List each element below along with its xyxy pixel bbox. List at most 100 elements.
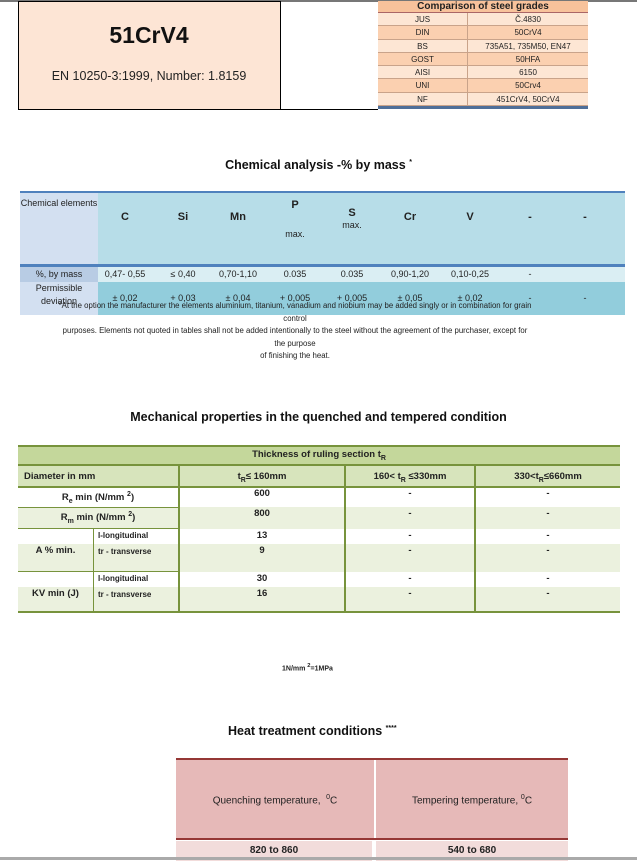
heat-title-text: Heat treatment conditions bbox=[228, 724, 383, 738]
divider bbox=[18, 486, 620, 488]
heat-footnote-mark: **** bbox=[385, 724, 397, 732]
deviation-value: - bbox=[583, 293, 587, 303]
quench-value: 820 to 860 bbox=[249, 845, 299, 856]
divider bbox=[18, 571, 180, 572]
element-note: max. bbox=[285, 229, 305, 239]
temper-value: 540 to 680 bbox=[447, 845, 497, 856]
a-label: A % min. bbox=[35, 545, 76, 556]
deviation-value: ± 0,02 bbox=[457, 293, 483, 303]
range-a: 160< t bbox=[373, 471, 401, 482]
sym: R bbox=[60, 512, 68, 524]
kv-longitudinal-value: - bbox=[408, 573, 412, 584]
divider bbox=[178, 464, 180, 613]
dev-label: Permissible deviation bbox=[35, 283, 83, 306]
kv-longitudinal-value: - bbox=[546, 573, 550, 584]
re-value: - bbox=[408, 488, 412, 499]
longitudinal-label: l-longitudinal bbox=[98, 574, 149, 583]
steel-grade-title: 51CrV4 bbox=[109, 22, 189, 48]
re-value: - bbox=[546, 488, 550, 499]
dev-label-bg bbox=[20, 282, 98, 315]
comparison-row: UNI 50Crv4 bbox=[378, 79, 588, 93]
chemical-title-text: Chemical analysis -% by mass bbox=[225, 158, 406, 172]
rm-label: Rm min (N/mm 2) bbox=[18, 511, 178, 525]
equivalent-grade: 6150 bbox=[519, 68, 537, 78]
thickness-range-header: tR≤ 160mm bbox=[180, 471, 344, 484]
mechanical-title: Mechanical properties in the quenched an… bbox=[130, 410, 507, 424]
unit-c: ) bbox=[130, 492, 135, 504]
element-symbol: C bbox=[121, 211, 129, 223]
quench-value-bg bbox=[176, 841, 372, 861]
diameter-label: Diameter in mm bbox=[24, 471, 96, 482]
unit-note-sup: 2 bbox=[307, 663, 311, 669]
unit-note-a: 1N/mm bbox=[282, 665, 308, 673]
unit-a: min (N/mm bbox=[73, 512, 129, 524]
mass-value: 0,90-1,20 bbox=[390, 269, 430, 279]
footnote-line: *At the option the manufacturer the elem… bbox=[58, 301, 532, 310]
re-row-bg bbox=[18, 488, 620, 507]
a-longitudinal-value: - bbox=[546, 530, 550, 541]
diameter-row-bg bbox=[18, 466, 620, 486]
range-b: ≤330mm bbox=[405, 471, 447, 482]
comparison-row: AISI 6150 bbox=[378, 66, 588, 80]
equivalent-grade: Č.4830 bbox=[515, 15, 541, 24]
mass-value: ≤ 0,40 bbox=[170, 269, 196, 279]
equivalent-grade: 50Crv4 bbox=[515, 81, 541, 91]
element-symbol: Mn bbox=[230, 211, 246, 223]
standard-name: GOST bbox=[378, 52, 468, 66]
top-border bbox=[0, 0, 637, 2]
footnote-line: purposes. Elements not quoted in tables … bbox=[62, 326, 528, 335]
chemical-title: Chemical analysis -% by mass * bbox=[0, 158, 637, 172]
kv-label: KV min (J) bbox=[32, 588, 79, 599]
rm-value: - bbox=[408, 508, 412, 519]
kv-transverse-value: 16 bbox=[256, 588, 268, 599]
range-b: ≤ 160mm bbox=[245, 471, 287, 482]
temper-header-bg bbox=[376, 760, 568, 838]
temper-header: Tempering temperature, 0C bbox=[376, 794, 568, 806]
element-note: max. bbox=[342, 220, 362, 230]
deviation-value: + 0,005 bbox=[336, 293, 368, 303]
mass-label: %, by mass bbox=[35, 269, 83, 279]
grade-header-box bbox=[18, 1, 280, 110]
divider bbox=[18, 528, 180, 529]
equivalent-grade: 50CrV4 bbox=[514, 28, 542, 38]
element-symbol: - bbox=[528, 211, 532, 223]
mass-value: 0.035 bbox=[283, 269, 307, 279]
element-symbol: Si bbox=[177, 211, 189, 223]
range-sub: R bbox=[400, 476, 406, 484]
mass-value: 0,47- 0,55 bbox=[104, 269, 146, 279]
comparison-title: Comparison of steel grades bbox=[378, 1, 588, 13]
standard-name: JUS bbox=[378, 13, 468, 26]
divider bbox=[176, 838, 568, 840]
equivalent-grade: 50HFA bbox=[515, 54, 541, 64]
heat-title: Heat treatment conditions **** bbox=[228, 724, 397, 738]
thickness-range-header: 330<tR≤660mm bbox=[476, 471, 620, 484]
comparison-row: NF 451CrV4, 50CrV4 bbox=[378, 92, 588, 107]
comparison-row: JUS Č.4830 bbox=[378, 13, 588, 27]
transverse-label: tr - transverse bbox=[98, 547, 152, 556]
comparison-row: GOST 50HFA bbox=[378, 52, 588, 67]
range-a: 330<t bbox=[514, 471, 539, 482]
quench-header: Quenching temperature, 0C bbox=[176, 794, 374, 806]
header-spacer-box bbox=[280, 1, 378, 110]
chemical-table: Chemical elements %, by mass Permissible… bbox=[20, 191, 625, 315]
thickness-header-bg bbox=[18, 447, 620, 464]
element-symbol: P bbox=[291, 199, 299, 211]
mass-value: 0,70-1,10 bbox=[218, 269, 258, 279]
temper-value-bg bbox=[376, 841, 568, 861]
range-sub: R bbox=[538, 476, 544, 484]
standard-name: DIN bbox=[378, 26, 468, 39]
element-symbol: Cr bbox=[403, 211, 417, 223]
mechanical-table: Thickness of ruling section tR Diameter … bbox=[18, 445, 620, 613]
deviation-value: + 0,03 bbox=[170, 293, 196, 303]
comparison-row: DIN 50CrV4 bbox=[378, 26, 588, 40]
unit: C bbox=[524, 795, 533, 807]
header-bg bbox=[98, 193, 625, 264]
divider bbox=[18, 464, 620, 466]
deviation-value: ± 0,04 bbox=[225, 293, 251, 303]
element-symbol: V bbox=[466, 211, 474, 223]
mass-value: 0,10-0,25 bbox=[450, 269, 490, 279]
rm-value: 800 bbox=[254, 508, 270, 519]
a-transverse-value: - bbox=[408, 545, 412, 556]
heat-table: Quenching temperature, 0C Tempering temp… bbox=[176, 758, 568, 861]
footnote-line: the purpose bbox=[274, 338, 316, 348]
